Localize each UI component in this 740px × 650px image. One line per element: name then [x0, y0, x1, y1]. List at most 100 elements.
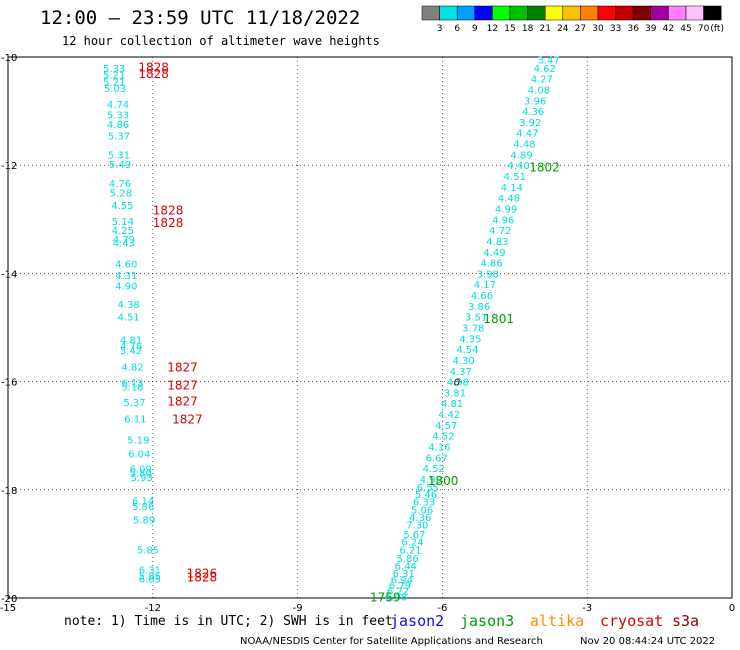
- x-tick-label: -12: [145, 603, 161, 614]
- plot-frame: [7, 56, 733, 599]
- colorbar-swatch: [597, 5, 616, 21]
- wave-height-label: 5.42: [120, 346, 142, 357]
- wave-height-label: 4.98: [447, 378, 469, 389]
- wave-height-label: 6.22: [387, 586, 409, 597]
- colorbar-label: 45: [680, 24, 691, 34]
- wave-height-label: 6.11: [124, 414, 146, 425]
- wave-height-label: 4.99: [420, 475, 442, 486]
- colorbar-label: 39: [645, 24, 657, 34]
- wave-height-label: 4.36: [522, 107, 544, 118]
- wave-height-label: 4.52: [432, 432, 454, 443]
- colorbar-swatch: [650, 5, 669, 21]
- wave-height-label: 4.86: [107, 120, 129, 131]
- wave-height-label: 4.81: [441, 399, 463, 410]
- wave-height-label: 6.13: [121, 379, 143, 390]
- wave-height-label: 4.25: [112, 226, 134, 237]
- wave-height-label: 5.46: [415, 490, 437, 501]
- wave-height-label: 4.90: [115, 281, 137, 292]
- wave-height-label: 4.49: [483, 248, 505, 259]
- track-marker: 0: [454, 378, 460, 389]
- wave-height-label: 4.74: [107, 100, 129, 111]
- satellite-legend-altika: altika: [530, 612, 584, 630]
- colorbar-swatch: [562, 5, 581, 21]
- colorbar-swatch: [685, 5, 704, 21]
- footer-timestamp: Nov 20 08:44:24 UTC 2022: [580, 636, 715, 647]
- wave-height-label: 6.67: [425, 453, 447, 464]
- colorbar-swatch: [474, 5, 493, 21]
- wave-height-label: 5.93: [131, 473, 153, 484]
- colorbar-swatch: [580, 5, 599, 21]
- wave-height-label: 4.79: [113, 235, 135, 246]
- colorbar-swatch: [492, 5, 511, 21]
- wave-height-label: 4.31: [115, 271, 137, 282]
- wave-height-label: 4.48: [498, 194, 520, 205]
- wave-height-label: 4.96: [492, 215, 514, 226]
- wave-height-label: 4.60: [115, 260, 137, 271]
- time-label: 1802: [529, 160, 560, 174]
- wave-height-label: 5.86: [397, 554, 419, 565]
- wave-height-label: 5.80: [130, 468, 152, 479]
- wave-height-label: 5.18: [121, 382, 143, 393]
- footer-credit: NOAA/NESDIS Center for Satellite Applica…: [240, 636, 543, 647]
- wave-height-label: 6.55: [417, 483, 439, 494]
- colorbar-swatch: [544, 5, 564, 21]
- wave-height-label: 5.06: [411, 505, 433, 516]
- colorbar-label: 42: [663, 24, 674, 34]
- colorbar-label: 70: [698, 24, 710, 34]
- wave-height-label: 5.85: [137, 545, 159, 556]
- time-label: 1827: [167, 395, 198, 409]
- colorbar-swatch: [456, 5, 476, 21]
- colorbar-swatch: [615, 5, 634, 21]
- wave-height-label: 6.14: [132, 497, 154, 508]
- wave-height-label: 3.86: [468, 302, 490, 313]
- x-tick-label: -9: [293, 603, 303, 614]
- wave-height-label: 4.17: [474, 280, 496, 291]
- colorbar-swatch: [668, 5, 687, 21]
- wave-height-label: 5.19: [127, 435, 149, 446]
- wave-height-label: 4.16: [428, 443, 450, 454]
- time-label: 1827: [172, 412, 203, 426]
- colorbar-swatch: [439, 5, 458, 21]
- colorbar-swatch: [703, 5, 722, 21]
- wave-height-label: 3.92: [519, 118, 541, 129]
- wave-height-label: 6.24: [401, 538, 423, 549]
- time-label: 1800: [428, 474, 459, 488]
- wave-height-label: 4.14: [501, 183, 523, 194]
- wave-height-label: 4.89: [510, 150, 532, 161]
- colorbar-label: 3: [437, 24, 443, 34]
- footer-note: note: 1) Time is in UTC; 2) SWH is in fe…: [64, 614, 393, 629]
- plot-area: -15 -12 -9 -6 -3 0-10-12-14-16-18-205.335.215…: [0, 53, 735, 614]
- wave-height-label: 5.37: [108, 131, 130, 142]
- time-label: 1828: [153, 204, 184, 218]
- wave-height-label: 5.21: [103, 70, 125, 81]
- time-label: 1828: [187, 570, 218, 584]
- wave-height-label: 6.04: [128, 450, 150, 461]
- wave-height-label: 4.30: [453, 356, 475, 367]
- wave-height-label: 5.28: [110, 188, 132, 199]
- colorbar-swatch: [509, 5, 528, 21]
- wave-height-label: 4.47: [516, 129, 538, 140]
- y-tick-label: -12: [1, 161, 17, 172]
- wave-height-label: 5.21: [103, 77, 125, 88]
- wave-height-label: 4.08: [528, 85, 550, 96]
- wave-height-label: 4.35: [459, 334, 481, 345]
- wave-height-label: 5.03: [104, 84, 126, 95]
- satellite-legend: jason2 jason3 altika cryosat s3a: [390, 612, 699, 630]
- wave-height-label: 4.62: [534, 64, 556, 75]
- wave-height-label: 3.96: [524, 96, 546, 107]
- colorbar-swatch: [632, 5, 652, 21]
- wave-height-label: 4.55: [111, 201, 133, 212]
- wave-height-label: 3.78: [462, 324, 484, 335]
- wave-height-label: 4.66: [471, 291, 493, 302]
- x-tick-label: -6: [437, 603, 447, 614]
- wave-height-label: 4.86: [480, 259, 502, 270]
- colorbar-unit: (ft): [710, 24, 724, 34]
- satellite-legend-jason2: jason2: [390, 612, 444, 630]
- wave-height-label: 5.49: [109, 160, 131, 171]
- colorbar-label: 33: [610, 24, 621, 34]
- wave-height-label: 4.83: [486, 237, 508, 248]
- wave-height-label: 4.81: [120, 335, 142, 346]
- y-tick-label: -10: [1, 53, 17, 64]
- x-tick-label: -15: [0, 603, 16, 614]
